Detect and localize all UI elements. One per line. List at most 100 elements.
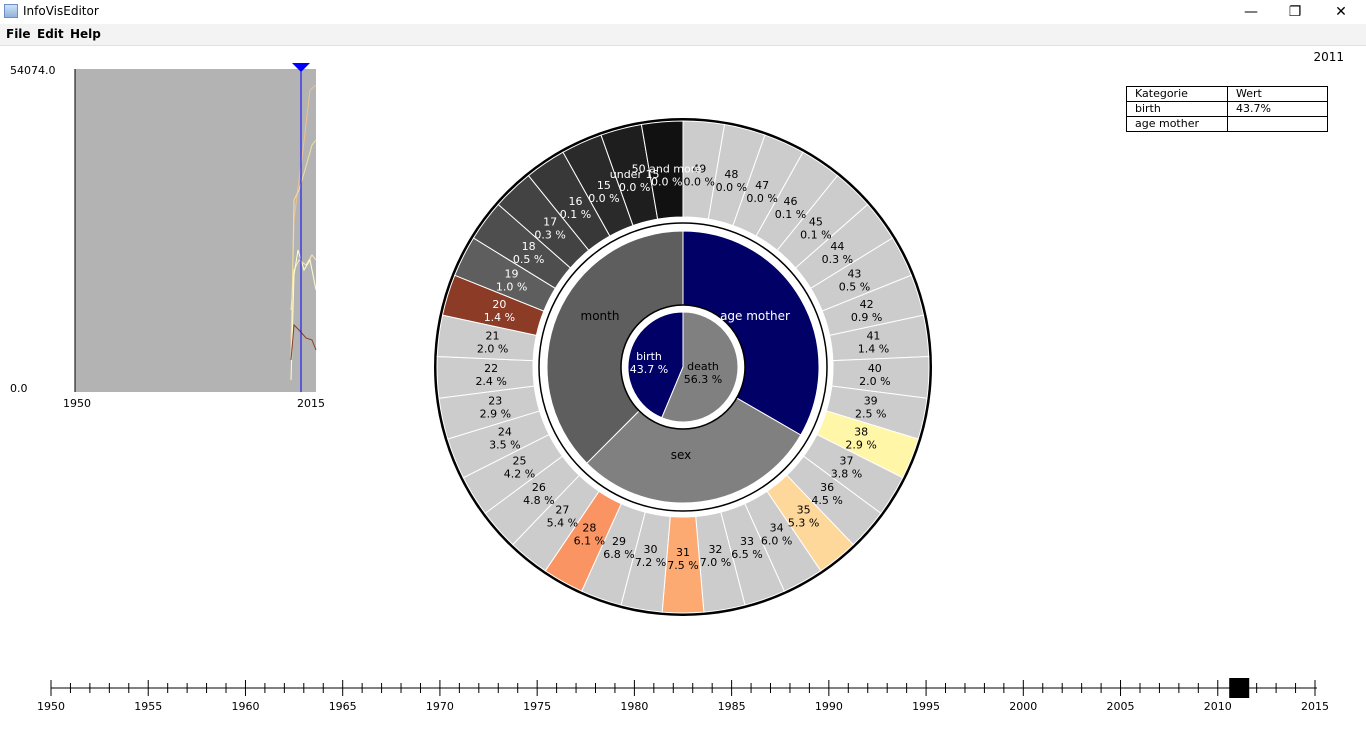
timeline-tick-label: 1970 <box>426 700 454 713</box>
age-segment-label: 45 <box>809 215 823 228</box>
age-segment-percent: 0.1 % <box>560 208 591 221</box>
mini-chart-min-label: 0.0 <box>10 382 28 395</box>
category-segment-label: age mother <box>720 309 790 323</box>
age-segment-label: 28 <box>582 522 596 535</box>
age-segment-percent: 4.8 % <box>523 494 554 507</box>
category-segment-label: month <box>581 309 620 323</box>
category-segment[interactable] <box>546 230 684 464</box>
age-segment-label: 25 <box>513 455 527 468</box>
window-title-bar: InfoVisEditor — ❐ ✕ <box>0 0 1366 24</box>
age-segment-percent: 2.0 % <box>477 343 508 356</box>
age-segment-percent: 0.0 % <box>684 176 715 189</box>
age-segment-percent: 7.2 % <box>635 556 666 569</box>
age-segment-label: 39 <box>864 394 878 407</box>
age-segment-percent: 3.5 % <box>489 439 520 452</box>
age-segment-percent: 0.3 % <box>534 228 565 241</box>
age-segment-percent: 5.4 % <box>547 516 578 529</box>
info-table-row: age mother <box>1126 116 1328 132</box>
mini-chart-max-label: 54074.0 <box>10 64 56 77</box>
info-cell-value: 43.7% <box>1227 101 1328 117</box>
event-segment-percent: 56.3 % <box>684 373 722 386</box>
timeline-tick-label: 1965 <box>329 700 357 713</box>
age-segment-label: 41 <box>866 330 880 343</box>
age-segment-label: 30 <box>644 543 658 556</box>
age-segment-percent: 0.0 % <box>716 181 747 194</box>
info-table: Kategorie Wert birth 43.7% age mother <box>1126 86 1328 132</box>
age-segment-percent: 0.9 % <box>851 311 882 324</box>
age-segment-label: 50 and more <box>632 163 702 176</box>
window-title: InfoVisEditor <box>23 4 99 18</box>
age-segment-label: 18 <box>522 240 536 253</box>
timeline-tick-label: 1950 <box>37 700 65 713</box>
age-segment-percent: 5.3 % <box>788 516 819 529</box>
age-segment-percent: 0.0 % <box>619 181 650 194</box>
age-segment-label: 48 <box>724 168 738 181</box>
age-segment-percent: 6.0 % <box>761 535 792 548</box>
age-segment-percent: 3.8 % <box>831 468 862 481</box>
age-segment-percent: 0.1 % <box>775 208 806 221</box>
timeline-tick-label: 2005 <box>1107 700 1135 713</box>
close-button[interactable]: ✕ <box>1335 4 1347 20</box>
timeline-tick-label: 1960 <box>231 700 259 713</box>
mini-chart-plot-area <box>75 69 316 392</box>
age-segment-percent: 0.0 % <box>746 192 777 205</box>
timeline-slider[interactable]: 1950 1955 1960 1965 1970 1975 1980 1985 1990 1995… <box>0 660 1366 730</box>
minimize-button[interactable]: — <box>1244 4 1258 20</box>
age-segment-percent: 1.4 % <box>484 311 515 324</box>
age-segment-label: 21 <box>486 330 500 343</box>
age-segment-label: 32 <box>708 543 722 556</box>
age-segment-label: 40 <box>868 362 882 375</box>
event-segment[interactable] <box>661 311 739 423</box>
menu-edit[interactable]: Edit <box>37 27 64 41</box>
info-header-category: Kategorie <box>1126 86 1228 102</box>
age-segment-label: 37 <box>839 455 853 468</box>
age-segment-label: 19 <box>505 268 519 281</box>
age-segment-percent: 0.0 % <box>588 192 619 205</box>
year-cursor-handle-icon[interactable] <box>292 63 310 72</box>
event-segment-percent: 43.7 % <box>630 363 668 376</box>
mini-time-chart[interactable] <box>70 60 330 400</box>
age-segment-percent: 2.9 % <box>480 407 511 420</box>
timeline-tick-label: 2000 <box>1009 700 1037 713</box>
current-year-label: 2011 <box>1313 50 1344 64</box>
event-segment[interactable] <box>627 311 684 419</box>
menu-bar: File Edit Help <box>0 24 1366 46</box>
info-table-row: birth 43.7% <box>1126 101 1328 117</box>
age-segment-label: 36 <box>820 481 834 494</box>
age-segment-percent: 6.8 % <box>603 548 634 561</box>
age-segment-label: 35 <box>797 503 811 516</box>
timeline-tick-label: 1980 <box>620 700 648 713</box>
age-segment-percent: 7.5 % <box>667 559 698 572</box>
age-segment-label: 42 <box>860 298 874 311</box>
info-table-header: Kategorie Wert <box>1126 86 1328 102</box>
age-segment-percent: 0.1 % <box>800 228 831 241</box>
age-segment-percent: 7.0 % <box>700 556 731 569</box>
timeline-tick-label: 1975 <box>523 700 551 713</box>
age-segment-percent: 2.9 % <box>845 439 876 452</box>
menu-file[interactable]: File <box>6 27 31 41</box>
age-segment-label: 46 <box>784 195 798 208</box>
sunburst-middle-outline <box>538 222 828 512</box>
age-segment-label: 15 <box>597 179 611 192</box>
menu-help[interactable]: Help <box>70 27 101 41</box>
event-segment-label: death <box>687 360 719 373</box>
age-segment-percent: 1.4 % <box>858 343 889 356</box>
age-segment-label: 24 <box>498 426 512 439</box>
timeline-tick-label: 1990 <box>815 700 843 713</box>
restore-button[interactable]: ❐ <box>1288 4 1302 20</box>
mini-chart-series-5 <box>290 323 317 361</box>
age-segment-label: 43 <box>847 268 861 281</box>
age-segment-label: 20 <box>492 298 506 311</box>
category-segment[interactable] <box>586 366 802 504</box>
age-segment-label: 47 <box>755 179 769 192</box>
age-segment-percent: 0.3 % <box>822 253 853 266</box>
age-segment-label: 33 <box>740 535 754 548</box>
age-segment-percent: 0.5 % <box>513 253 544 266</box>
age-segment-label: 16 <box>568 195 582 208</box>
timeline-tick-label: 1995 <box>912 700 940 713</box>
age-segment-percent: 4.2 % <box>504 468 535 481</box>
age-segment-percent: 0.0 % <box>651 176 682 189</box>
timeline-tick-label: 1985 <box>718 700 746 713</box>
timeline-thumb[interactable] <box>1229 678 1250 698</box>
